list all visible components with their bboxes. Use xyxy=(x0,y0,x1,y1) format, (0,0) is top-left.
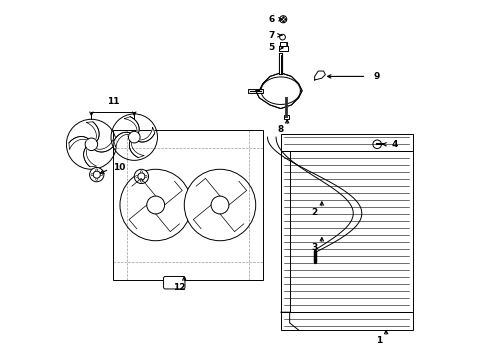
Bar xyxy=(284,115,289,119)
Polygon shape xyxy=(256,73,302,109)
Circle shape xyxy=(134,169,148,184)
Polygon shape xyxy=(114,132,130,147)
Circle shape xyxy=(145,175,147,177)
Circle shape xyxy=(90,167,104,182)
Text: 3: 3 xyxy=(312,243,318,252)
Circle shape xyxy=(280,16,287,23)
Polygon shape xyxy=(86,122,99,141)
Circle shape xyxy=(138,173,145,180)
Circle shape xyxy=(136,175,138,177)
Circle shape xyxy=(128,131,140,143)
Text: 7: 7 xyxy=(269,31,275,40)
Circle shape xyxy=(96,178,98,180)
Polygon shape xyxy=(69,136,88,149)
Circle shape xyxy=(100,174,102,176)
Bar xyxy=(281,134,413,330)
Circle shape xyxy=(373,140,381,149)
FancyBboxPatch shape xyxy=(164,276,185,289)
Polygon shape xyxy=(124,117,139,133)
Bar xyxy=(279,46,288,51)
Circle shape xyxy=(184,169,256,241)
Circle shape xyxy=(120,169,192,241)
Circle shape xyxy=(280,34,285,40)
Text: 8: 8 xyxy=(278,126,284,135)
Text: 2: 2 xyxy=(312,208,318,217)
Polygon shape xyxy=(138,127,155,142)
Circle shape xyxy=(85,138,98,150)
Circle shape xyxy=(140,171,143,173)
Polygon shape xyxy=(315,71,325,80)
Bar xyxy=(280,42,287,46)
Circle shape xyxy=(96,169,98,171)
Polygon shape xyxy=(129,141,144,158)
Text: 4: 4 xyxy=(392,140,398,149)
Text: 11: 11 xyxy=(107,97,119,106)
Text: 5: 5 xyxy=(269,43,275,52)
Polygon shape xyxy=(95,139,114,152)
Text: 10: 10 xyxy=(113,163,125,172)
Circle shape xyxy=(140,180,143,182)
Text: 9: 9 xyxy=(373,72,380,81)
Circle shape xyxy=(211,196,229,214)
Circle shape xyxy=(91,174,93,176)
Text: 6: 6 xyxy=(269,15,275,24)
Text: 12: 12 xyxy=(172,283,185,292)
Bar xyxy=(281,152,290,312)
Text: 1: 1 xyxy=(376,336,382,345)
Polygon shape xyxy=(84,147,97,167)
Circle shape xyxy=(93,171,100,178)
Bar xyxy=(113,130,263,280)
Circle shape xyxy=(147,196,165,214)
